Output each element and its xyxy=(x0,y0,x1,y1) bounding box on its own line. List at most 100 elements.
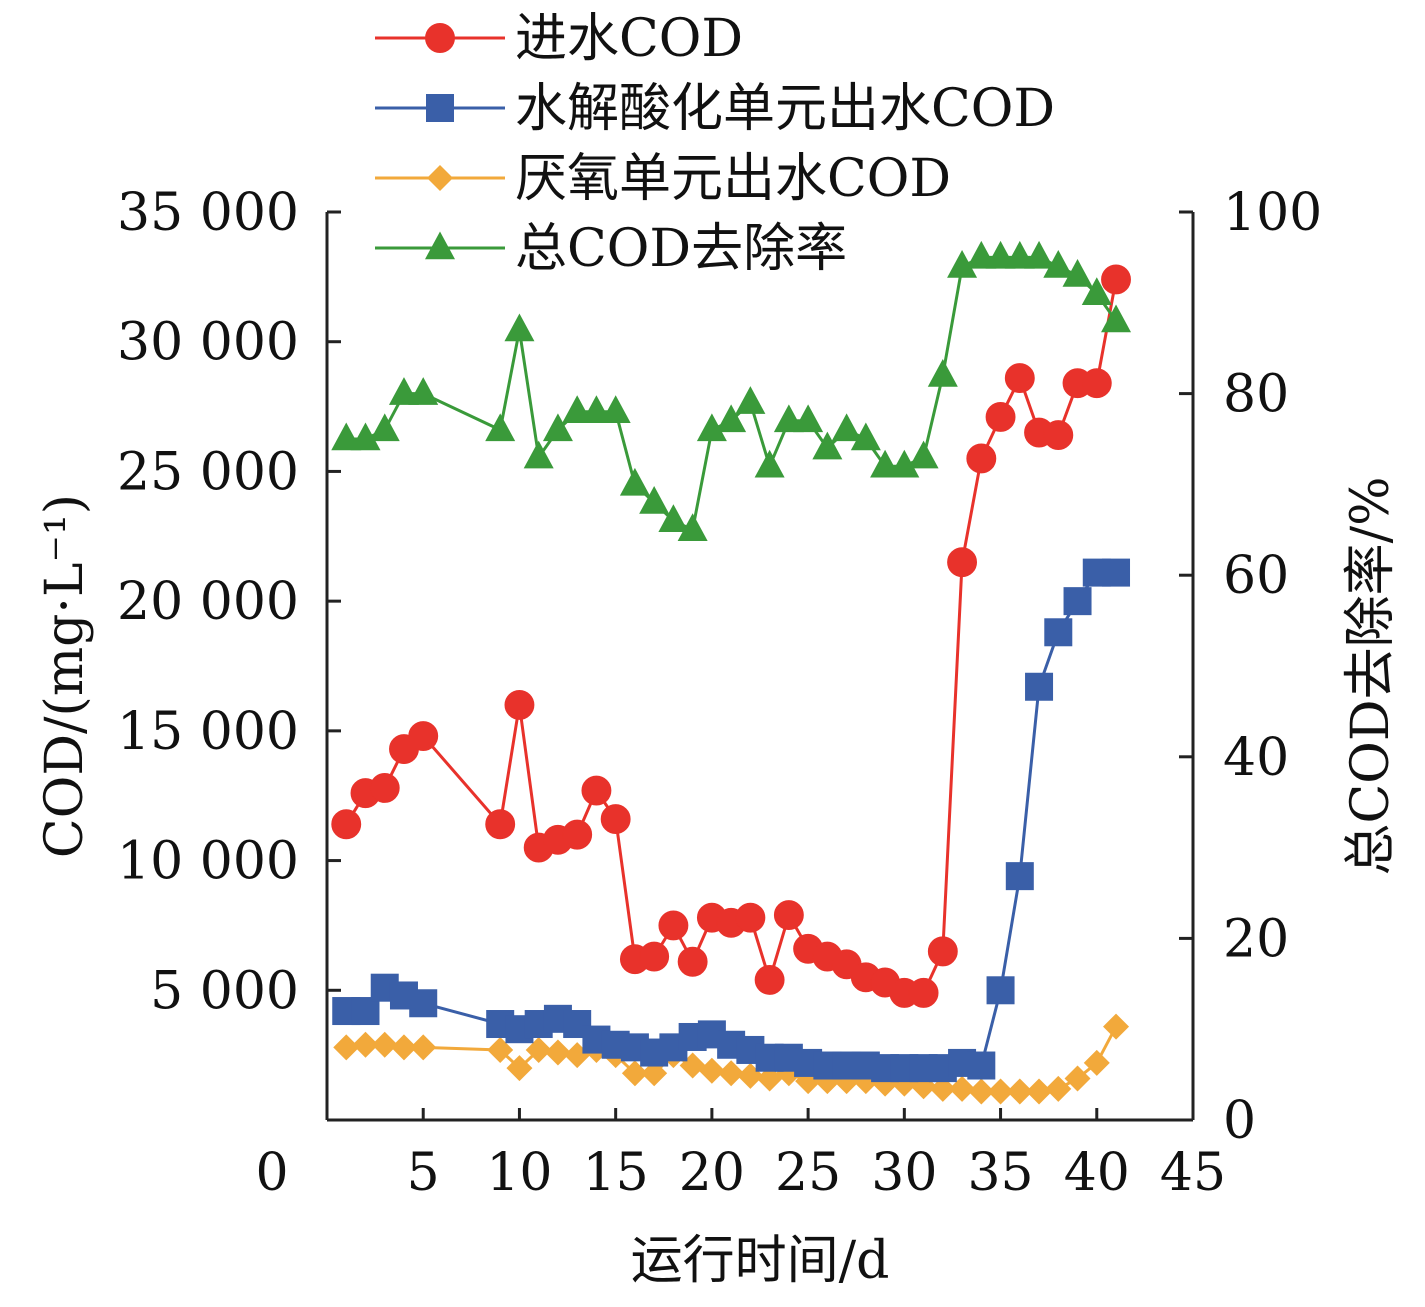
data-point xyxy=(390,1034,417,1061)
data-point xyxy=(1006,1078,1033,1105)
data-point xyxy=(677,946,708,977)
data-point xyxy=(929,1075,956,1102)
data-point xyxy=(812,431,843,460)
data-point xyxy=(773,404,804,433)
legend-item-2: 厌氧单元出水COD xyxy=(375,149,951,209)
x-tick-label: 0 xyxy=(255,1143,288,1203)
y-axis-right-title: 总COD去除率/% xyxy=(1341,476,1401,875)
y-right-tick-label: 80 xyxy=(1223,365,1289,425)
data-point xyxy=(600,804,631,835)
data-point xyxy=(1101,304,1132,333)
data-point xyxy=(581,775,612,806)
data-point xyxy=(718,1060,745,1087)
data-point xyxy=(1083,1049,1110,1076)
data-point xyxy=(621,1060,648,1087)
data-point xyxy=(408,721,439,751)
data-point xyxy=(735,902,766,933)
data-point xyxy=(1043,420,1074,451)
data-point xyxy=(1101,264,1131,295)
data-point xyxy=(949,1075,976,1102)
data-point xyxy=(1102,558,1131,587)
data-point xyxy=(544,1039,571,1066)
data-point xyxy=(966,443,997,474)
data-point xyxy=(831,413,862,442)
legend-item-3: 总COD去除率 xyxy=(375,219,847,279)
axes: 0 5 10 15 20 25 30 35 40 45 5 000 10 000 15 000 20 00… xyxy=(35,183,1401,1291)
legend-label: 水解酸化单元出水COD xyxy=(515,79,1055,139)
y-right-tick-label: 0 xyxy=(1223,1091,1256,1151)
y-left-tick-label: 10 000 xyxy=(117,832,299,892)
data-point xyxy=(333,1034,360,1061)
data-point xyxy=(1043,249,1074,278)
data-point xyxy=(504,689,535,720)
data-point xyxy=(677,513,708,542)
data-point xyxy=(388,377,419,405)
data-point xyxy=(409,989,438,1018)
x-tick-label: 20 xyxy=(679,1143,745,1203)
data-point xyxy=(408,377,439,405)
data-point xyxy=(870,449,901,478)
x-tick-label: 40 xyxy=(1064,1143,1130,1203)
data-point xyxy=(523,440,554,469)
data-point xyxy=(754,964,785,995)
legend-item-1: 水解酸化单元出水COD xyxy=(375,79,1055,139)
legend-marker xyxy=(426,94,454,122)
data-point xyxy=(562,819,593,850)
y-right-tick-label: 100 xyxy=(1223,183,1322,243)
data-point xyxy=(331,809,362,840)
series-layer xyxy=(331,240,1132,1105)
data-point xyxy=(908,440,939,469)
data-point xyxy=(927,936,958,967)
data-point xyxy=(1004,363,1035,393)
data-point xyxy=(1064,1065,1091,1092)
y-left-tick-label: 5 000 xyxy=(150,961,299,1021)
y-right-tick-label: 40 xyxy=(1223,728,1289,788)
data-point xyxy=(698,1057,725,1084)
data-point xyxy=(1081,277,1112,305)
data-point xyxy=(1004,240,1035,269)
y-left-tick-label: 20 000 xyxy=(117,572,299,632)
series-2 xyxy=(333,1013,1130,1105)
data-point xyxy=(352,1031,379,1058)
data-point xyxy=(1081,368,1112,399)
data-point xyxy=(985,401,1016,432)
data-point xyxy=(641,1060,668,1087)
data-point xyxy=(927,358,958,387)
data-point xyxy=(947,249,978,278)
y-right-tick-label: 20 xyxy=(1223,909,1289,969)
y-left-tick-label: 30 000 xyxy=(117,313,299,373)
data-point xyxy=(987,1078,1014,1105)
data-point xyxy=(504,313,535,342)
data-point xyxy=(371,1031,398,1058)
data-point xyxy=(1045,1075,1072,1102)
data-point xyxy=(773,900,804,931)
data-point xyxy=(350,422,381,451)
data-point xyxy=(908,977,939,1008)
data-point xyxy=(1025,672,1054,701)
legend-label: 进水COD xyxy=(515,9,743,69)
data-point xyxy=(985,240,1016,269)
data-point xyxy=(756,1065,783,1092)
data-point xyxy=(485,809,516,840)
data-point xyxy=(581,395,612,424)
data-point xyxy=(1062,259,1093,287)
data-point xyxy=(369,413,400,442)
y-left-tick-label: 15 000 xyxy=(117,702,299,762)
data-point xyxy=(639,486,670,514)
data-point xyxy=(1026,1078,1053,1105)
data-point xyxy=(889,449,920,478)
x-tick-label: 10 xyxy=(486,1143,552,1203)
data-point xyxy=(967,1051,996,1080)
data-point xyxy=(485,413,516,442)
y-right-tick-label: 60 xyxy=(1223,546,1289,606)
data-point xyxy=(968,1078,995,1105)
data-point xyxy=(331,422,362,451)
data-point xyxy=(600,395,631,424)
legend-marker xyxy=(427,165,453,191)
data-point xyxy=(658,504,689,532)
legend-marker xyxy=(425,231,455,260)
series-1 xyxy=(332,558,1131,1083)
x-tick-label: 25 xyxy=(775,1143,841,1203)
x-tick-label: 15 xyxy=(583,1143,649,1203)
